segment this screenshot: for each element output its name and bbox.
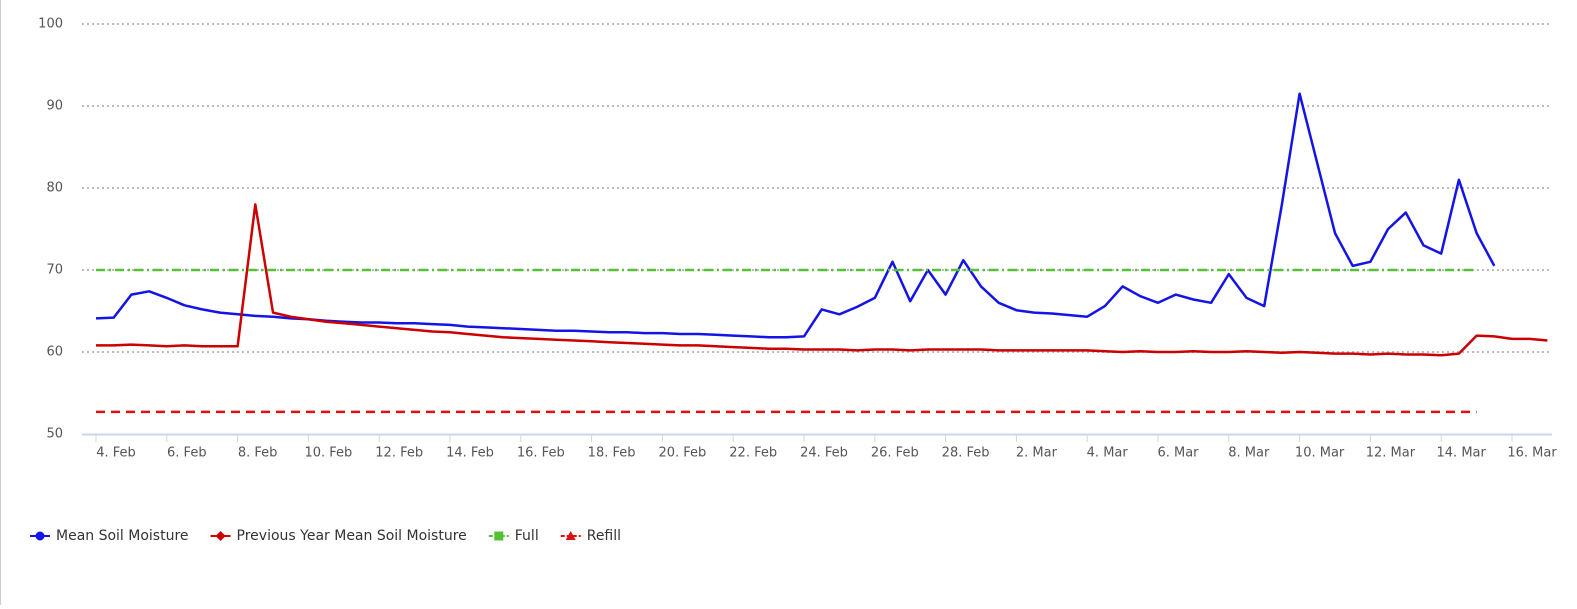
legend-label: Full — [515, 528, 539, 544]
legend-label: Refill — [587, 528, 621, 544]
x-tick-label: 16. Feb — [517, 446, 565, 461]
x-tick-label: 8. Mar — [1228, 446, 1270, 461]
x-tick-label: 6. Feb — [167, 446, 207, 461]
x-tick-label: 4. Feb — [96, 446, 136, 461]
legend-marker — [35, 531, 45, 541]
x-tick-label: 12. Feb — [375, 446, 423, 461]
legend-marker — [494, 531, 504, 541]
y-tick-label: 60 — [46, 345, 63, 360]
x-tick-label: 18. Feb — [588, 446, 636, 461]
x-tick-label: 24. Feb — [800, 446, 848, 461]
series-line — [96, 203, 1548, 357]
x-tick-label: 28. Feb — [942, 446, 990, 461]
x-tick-label: 20. Feb — [658, 446, 706, 461]
x-tick-label: 2. Mar — [1016, 446, 1058, 461]
x-tick-label: 16. Mar — [1507, 446, 1557, 461]
x-tick-label: 14. Feb — [446, 446, 494, 461]
legend-marker — [215, 531, 226, 541]
x-tick-label: 10. Feb — [304, 446, 352, 461]
x-tick-label: 6. Mar — [1157, 446, 1199, 461]
x-tick-label: 8. Feb — [238, 446, 278, 461]
x-tick-label: 10. Mar — [1295, 446, 1345, 461]
series-line — [95, 92, 1496, 339]
y-tick-label: 80 — [46, 181, 63, 196]
x-tick-label: 14. Mar — [1437, 446, 1487, 461]
legend-label: Mean Soil Moisture — [56, 528, 189, 544]
y-tick-label: 90 — [46, 99, 63, 114]
legend-marker — [565, 531, 576, 540]
y-tick-label: 70 — [46, 263, 63, 278]
legend-label: Previous Year Mean Soil Moisture — [237, 528, 467, 544]
x-tick-label: 26. Feb — [871, 446, 919, 461]
y-tick-label: 50 — [46, 427, 63, 442]
y-tick-label: 100 — [38, 17, 63, 32]
x-tick-label: 4. Mar — [1087, 446, 1129, 461]
x-tick-label: 22. Feb — [729, 446, 777, 461]
x-tick-label: 12. Mar — [1366, 446, 1416, 461]
